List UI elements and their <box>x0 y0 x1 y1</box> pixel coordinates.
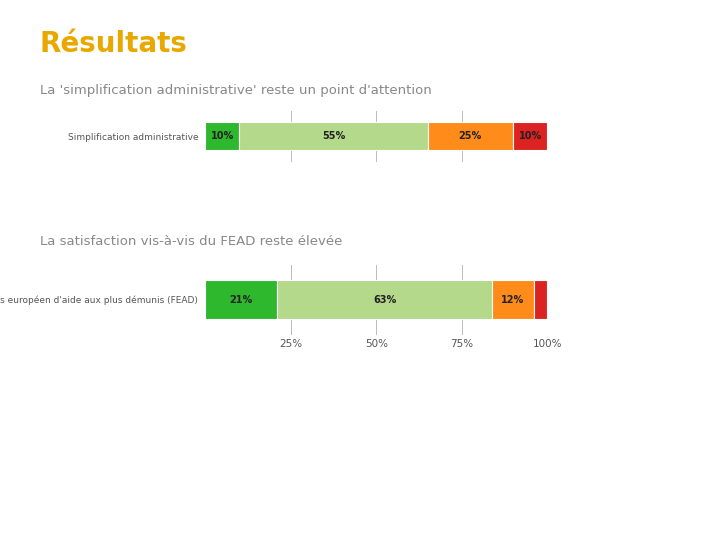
Text: 12%: 12% <box>501 295 525 305</box>
Bar <box>428 122 513 151</box>
Bar <box>277 280 492 319</box>
Bar <box>534 280 547 319</box>
Bar <box>239 122 428 151</box>
Bar <box>205 122 239 151</box>
Text: La 'simplification administrative' reste un point d'attention: La 'simplification administrative' reste… <box>40 84 431 97</box>
Bar <box>492 280 534 319</box>
Text: 10%: 10% <box>518 131 541 141</box>
Bar <box>513 122 547 151</box>
Bar <box>205 280 277 319</box>
Text: 55%: 55% <box>322 131 345 141</box>
Text: La satisfaction vis-à-vis du FEAD reste élevée: La satisfaction vis-à-vis du FEAD reste … <box>40 235 342 248</box>
Text: 10%: 10% <box>211 131 234 141</box>
Text: 25%: 25% <box>459 131 482 141</box>
Text: 63%: 63% <box>373 295 397 305</box>
Text: 21%: 21% <box>230 295 253 305</box>
Text: Résultats: Résultats <box>40 30 187 58</box>
